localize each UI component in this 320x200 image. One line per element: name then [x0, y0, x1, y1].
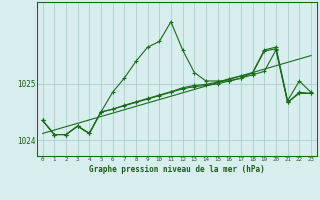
X-axis label: Graphe pression niveau de la mer (hPa): Graphe pression niveau de la mer (hPa) — [89, 165, 265, 174]
